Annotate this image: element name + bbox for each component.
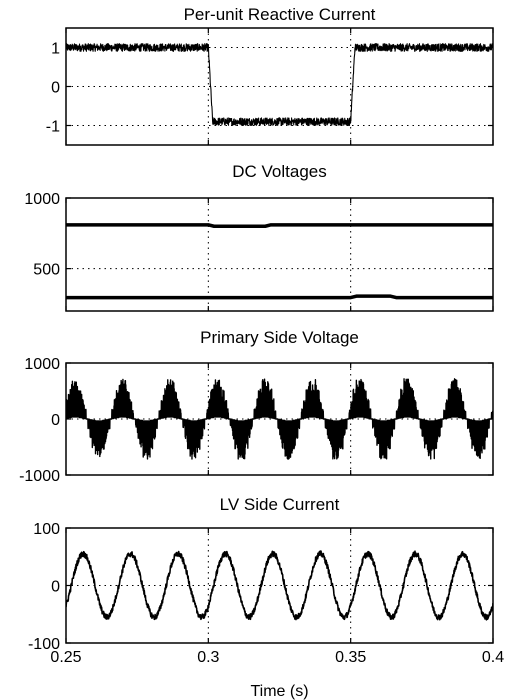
x-tick-label: 0.3 bbox=[197, 649, 219, 666]
series-trace-1 bbox=[66, 550, 493, 621]
y-tick-label: 1 bbox=[51, 41, 60, 58]
series-trace-1 bbox=[66, 43, 493, 127]
y-tick-label: -100 bbox=[28, 636, 60, 653]
x-tick-label: 0.4 bbox=[482, 649, 504, 666]
subplot-title: DC Voltages bbox=[232, 162, 327, 181]
x-tick-label: 0.25 bbox=[50, 649, 81, 666]
subplot-title: Primary Side Voltage bbox=[200, 328, 359, 347]
subplot-3: Primary Side Voltage -1000 0 1000 bbox=[19, 328, 494, 485]
subplot-1: Per-unit Reactive Current -1 0 1 bbox=[46, 5, 494, 146]
subplot-title: LV Side Current bbox=[220, 495, 340, 514]
y-tick-label: 1000 bbox=[24, 191, 60, 208]
y-tick-label: 1000 bbox=[24, 356, 60, 373]
plot-frame bbox=[65, 197, 494, 312]
y-tick-label: -1000 bbox=[19, 468, 60, 485]
series-trace-2 bbox=[66, 294, 493, 300]
y-tick-label: 0 bbox=[51, 579, 60, 596]
subplot-2: DC Voltages 500 1000 bbox=[24, 162, 494, 312]
plot-frame bbox=[65, 527, 494, 644]
subplot-4: LV Side Current -100 0 100 0.25 0.3 0.35 0.4 Tim… bbox=[28, 495, 504, 700]
y-tick-label: 500 bbox=[33, 262, 60, 279]
series-trace-1 bbox=[66, 378, 493, 460]
x-tick-label: 0.35 bbox=[335, 649, 366, 666]
y-tick-label: 0 bbox=[51, 80, 60, 97]
series-trace-1 bbox=[66, 223, 493, 228]
y-tick-label: 100 bbox=[33, 521, 60, 538]
subplot-title: Per-unit Reactive Current bbox=[184, 5, 376, 24]
x-axis-label: Time (s) bbox=[250, 683, 308, 700]
y-tick-label: -1 bbox=[46, 119, 60, 136]
y-tick-label: 0 bbox=[51, 412, 60, 429]
